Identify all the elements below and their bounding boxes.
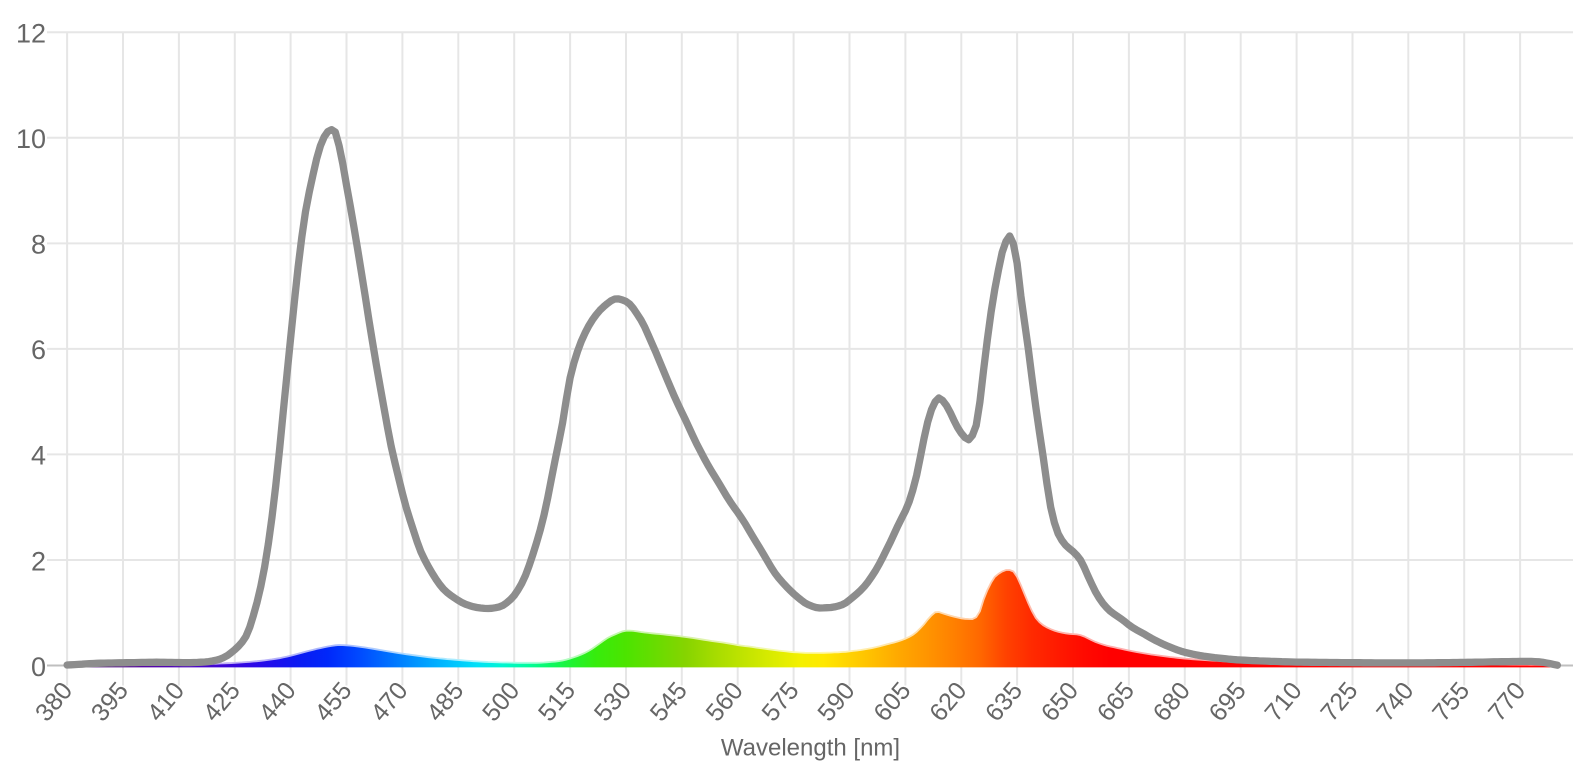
svg-text:10: 10 bbox=[16, 124, 46, 154]
svg-text:6: 6 bbox=[31, 335, 46, 365]
svg-text:8: 8 bbox=[31, 230, 46, 260]
svg-text:0: 0 bbox=[31, 652, 46, 682]
svg-text:Wavelength [nm]: Wavelength [nm] bbox=[721, 735, 900, 762]
svg-text:12: 12 bbox=[16, 19, 46, 49]
svg-text:4: 4 bbox=[31, 441, 46, 471]
svg-text:2: 2 bbox=[31, 546, 46, 576]
